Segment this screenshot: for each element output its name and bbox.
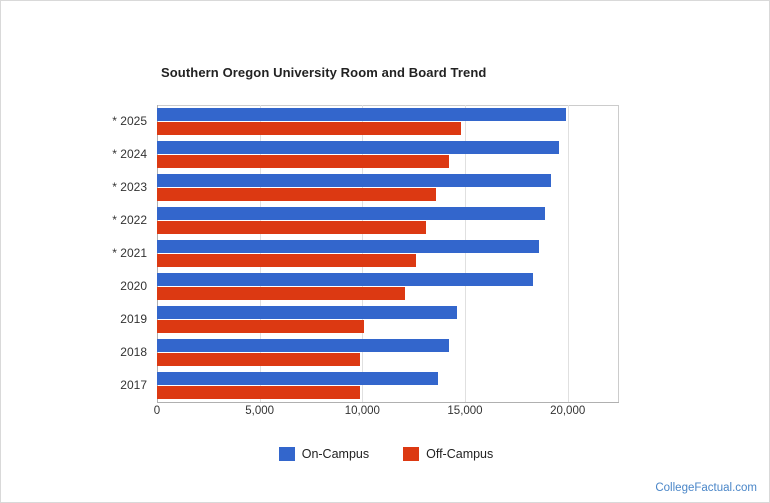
y-axis-label: 2019: [120, 311, 147, 326]
plot-top-border: [157, 105, 619, 106]
plot-right-border: [618, 105, 619, 402]
chart-legend: On-Campus Off-Campus: [1, 447, 770, 461]
bar-group: [157, 138, 619, 171]
x-axis-tick: 20,000: [550, 405, 586, 417]
y-axis-label: 2020: [120, 278, 147, 293]
bar-off-campus[interactable]: [157, 155, 449, 168]
bar-group: [157, 336, 619, 369]
x-axis-tick: 0: [153, 405, 161, 417]
bar-on-campus[interactable]: [157, 372, 439, 385]
bar-group: [157, 237, 619, 270]
bar-off-campus[interactable]: [157, 254, 416, 267]
bar-on-campus[interactable]: [157, 207, 546, 220]
bar-off-campus[interactable]: [157, 386, 361, 399]
y-axis-label: * 2024: [112, 146, 147, 161]
gridline: [362, 105, 364, 402]
legend-swatch-icon: [278, 447, 295, 461]
legend-label: On-Campus: [301, 447, 370, 461]
bar-off-campus[interactable]: [157, 188, 437, 201]
bar-off-campus[interactable]: [157, 221, 426, 234]
y-axis-label: * 2022: [112, 212, 147, 227]
y-axis-label: * 2023: [112, 179, 147, 194]
bar-on-campus[interactable]: [157, 339, 449, 352]
x-axis-line: [157, 402, 619, 403]
bar-group: [157, 303, 619, 336]
gridline: [259, 105, 261, 402]
legend-item[interactable]: Off-Campus: [403, 447, 493, 461]
x-axis-tick: 5,000: [245, 405, 275, 417]
bar-on-campus[interactable]: [157, 174, 552, 187]
bar-group: [157, 171, 619, 204]
legend-swatch-icon: [403, 447, 420, 461]
bar-off-campus[interactable]: [157, 287, 406, 300]
y-axis-label: 2018: [120, 344, 147, 359]
bar-on-campus[interactable]: [157, 141, 560, 154]
legend-item[interactable]: On-Campus: [278, 447, 370, 461]
bar-group: [157, 369, 619, 402]
bar-on-campus[interactable]: [157, 108, 566, 121]
watermark-label: CollegeFactual.com: [655, 482, 757, 494]
bar-on-campus[interactable]: [157, 240, 539, 253]
gridline: [465, 105, 466, 402]
bar-group: [157, 204, 619, 237]
bar-group: [157, 105, 619, 138]
bar-on-campus[interactable]: [157, 273, 533, 286]
bar-on-campus[interactable]: [157, 306, 457, 319]
bar-off-campus[interactable]: [157, 353, 361, 366]
bar-off-campus[interactable]: [157, 320, 365, 333]
plot-area: [157, 105, 619, 403]
y-axis-label: * 2025: [112, 113, 147, 128]
chart-title: Southern Oregon University Room and Boar…: [161, 65, 487, 80]
x-axis-tick: 15,000: [447, 405, 483, 417]
bar-group: [157, 270, 619, 303]
y-axis-line: [157, 105, 158, 402]
gridline: [567, 105, 569, 402]
y-axis-label: * 2021: [112, 245, 147, 260]
y-axis-label: 2017: [120, 377, 147, 392]
bar-off-campus[interactable]: [157, 122, 461, 135]
legend-label: Off-Campus: [426, 447, 494, 461]
x-axis-tick: 10,000: [344, 405, 380, 417]
